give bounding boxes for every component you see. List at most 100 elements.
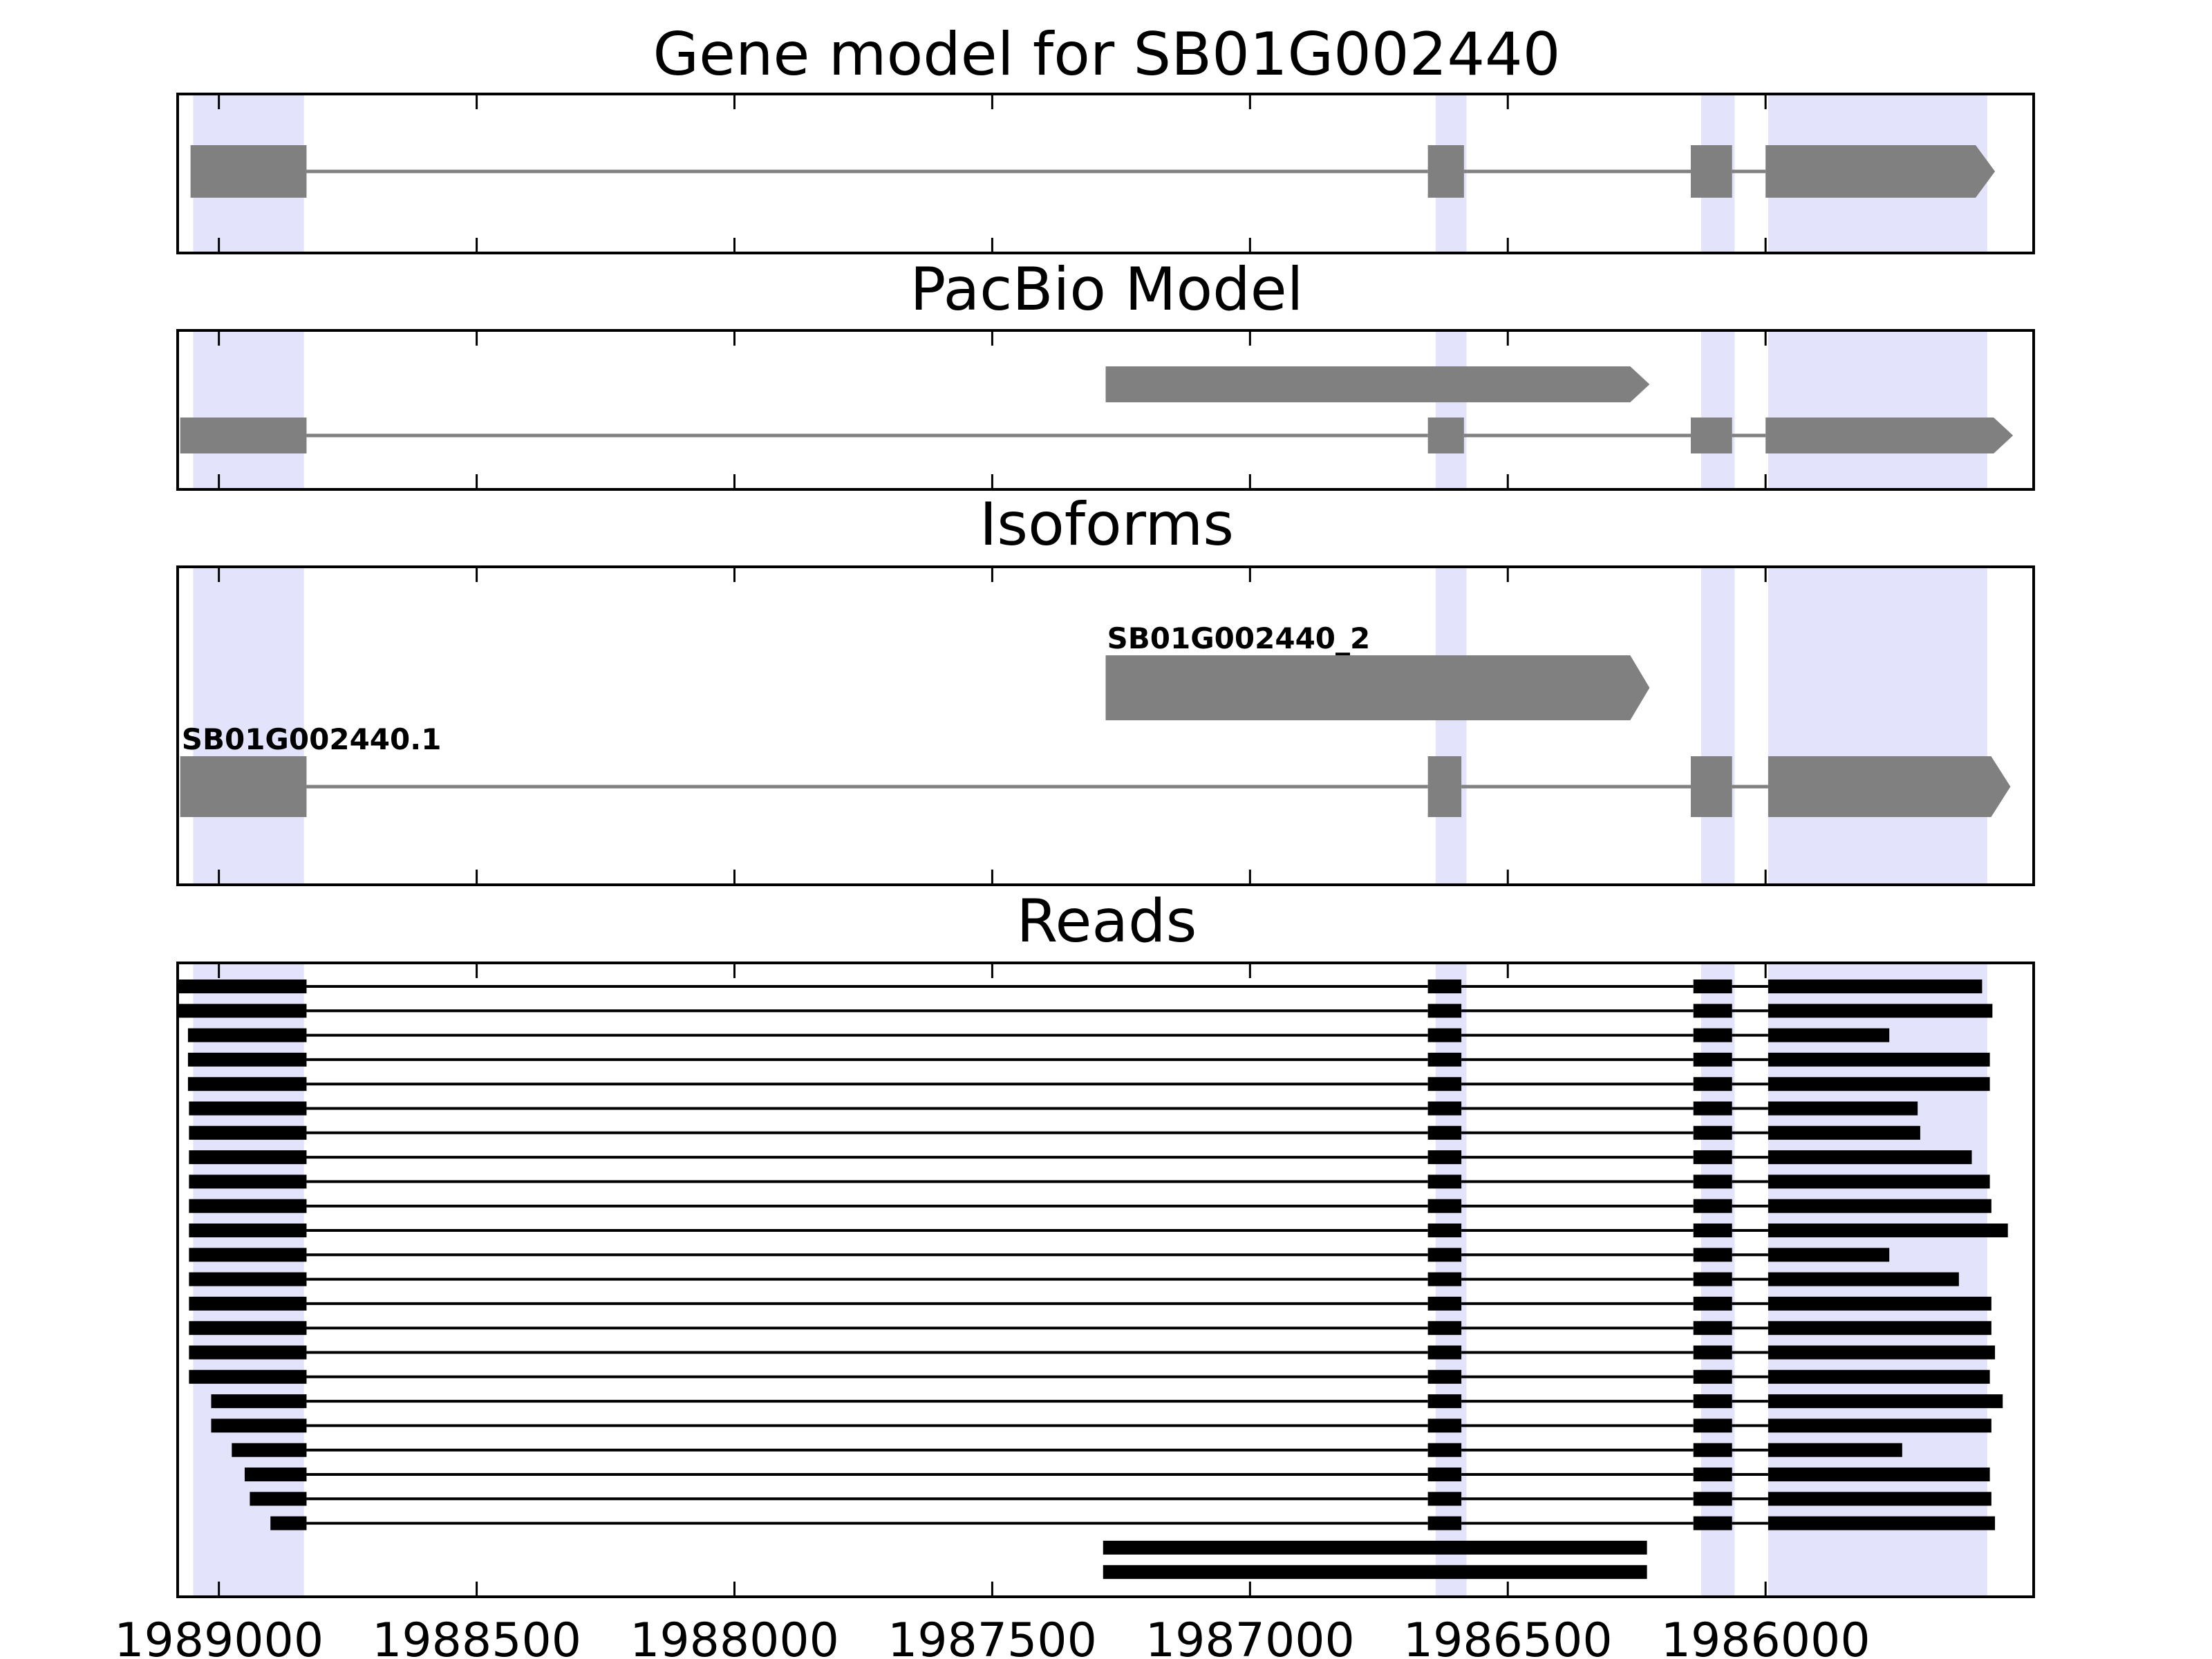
read-exon <box>1693 1296 1732 1311</box>
read-exon <box>189 1345 307 1360</box>
exon-block <box>1105 655 1650 720</box>
read-exon <box>1768 1248 1890 1262</box>
read-exon <box>189 1369 307 1384</box>
read-exon <box>1427 980 1462 993</box>
panel-title-isoforms: Isoforms <box>980 490 1234 559</box>
read-exon <box>1427 1224 1462 1237</box>
read-exon <box>1103 1540 1647 1555</box>
read-exon <box>1768 1028 1890 1042</box>
read-exon <box>187 1028 307 1042</box>
read-exon <box>1768 1125 1920 1140</box>
exon-block <box>1427 418 1464 453</box>
read-exon <box>187 1052 307 1067</box>
read-exon <box>1693 1248 1732 1262</box>
read-exon <box>1768 980 1983 993</box>
exon-block <box>1691 145 1732 198</box>
exon-highlight-band <box>1435 567 1467 885</box>
track-layer <box>180 366 2014 453</box>
read-exon <box>1693 1224 1732 1237</box>
read-exon <box>1693 1492 1732 1506</box>
read-exon <box>189 1150 307 1165</box>
read-exon <box>1427 1052 1462 1067</box>
exon-highlight-band <box>1435 330 1467 489</box>
exon-block <box>1427 145 1464 198</box>
exon-block <box>180 418 307 453</box>
read-exon <box>187 1077 307 1091</box>
read-exon <box>1103 1565 1647 1580</box>
read-exon <box>1427 1199 1462 1213</box>
x-axis-tick-labels: 1989000 1988500 1988000 1987500 1987000 19865… <box>114 1613 1870 1659</box>
read-exon <box>1693 1199 1732 1213</box>
read-exon <box>1768 1321 1991 1335</box>
read-exon <box>1427 1272 1462 1286</box>
exon-block <box>1691 756 1732 817</box>
read-exon <box>1693 1443 1732 1457</box>
panel-gene-model: Gene model for SB01G002440 <box>176 20 2035 254</box>
read-exon <box>1427 1369 1462 1384</box>
read-exon <box>211 1394 307 1409</box>
highlight-layer <box>193 567 1987 885</box>
exon-block <box>1691 418 1732 453</box>
read-exon <box>1768 1296 1991 1311</box>
read-exon <box>189 1248 307 1262</box>
read-exon <box>1693 1345 1732 1360</box>
isoform-label: SB01G002440_2 <box>1107 621 1371 655</box>
exon-block <box>1105 366 1650 402</box>
panel-frame <box>176 565 2035 886</box>
read-exon <box>189 1199 307 1213</box>
track-layer: SB01G002440_2 SB01G002440.1 <box>180 621 2011 817</box>
read-exon <box>1768 1394 2003 1409</box>
panel-title-gene-model: Gene model for SB01G002440 <box>653 20 1561 89</box>
read-exon <box>1768 1077 1990 1091</box>
read-exon <box>1693 1418 1732 1433</box>
exon-highlight-band <box>193 330 304 489</box>
read-exon <box>1427 1248 1462 1262</box>
exon-block <box>1427 756 1462 817</box>
tick-marks <box>218 963 1767 1597</box>
read-exon <box>1768 1345 1996 1360</box>
read-exon <box>1693 1321 1732 1335</box>
read-exon <box>1427 1101 1462 1116</box>
track-layer <box>190 145 1996 198</box>
panel-isoforms: Isoforms SB01G002440_2 SB01G002440.1 <box>176 490 2035 886</box>
read-exon <box>1768 1224 2008 1237</box>
read-exon <box>244 1468 307 1481</box>
read-exon <box>1768 1199 1991 1213</box>
exon-highlight-band <box>1700 567 1735 885</box>
panel-title-reads: Reads <box>1017 887 1197 956</box>
read-exon <box>189 1101 307 1116</box>
read-exon <box>1427 1394 1462 1409</box>
exon-block <box>180 756 307 817</box>
panel-frame <box>176 93 2035 254</box>
read-exon <box>1693 1028 1732 1042</box>
read-exon <box>178 1004 307 1018</box>
read-exon <box>1427 1321 1462 1335</box>
reads-layer <box>178 980 2008 1580</box>
read-exon <box>189 1174 307 1189</box>
read-exon <box>1693 980 1732 993</box>
read-exon <box>1427 1418 1462 1433</box>
read-exon <box>1693 1052 1732 1067</box>
exon-highlight-band <box>193 567 304 885</box>
highlight-layer <box>193 330 1987 489</box>
panel-reads: Reads <box>176 887 2035 1598</box>
read-exon <box>1427 1516 1462 1530</box>
read-exon <box>1693 1394 1732 1409</box>
read-exon <box>1427 1443 1462 1457</box>
read-exon <box>1768 1272 1959 1286</box>
read-exon <box>1768 1052 1990 1067</box>
read-exon <box>1693 1125 1732 1140</box>
read-exon <box>211 1418 307 1433</box>
read-exon <box>1693 1101 1732 1116</box>
read-exon <box>1768 1468 1990 1481</box>
exon-highlight-band <box>1700 330 1735 489</box>
read-exon <box>189 1321 307 1335</box>
read-exon <box>1693 1468 1732 1481</box>
read-exon <box>1427 1028 1462 1042</box>
read-exon <box>1427 1345 1462 1360</box>
exon-block <box>1765 145 1996 198</box>
panel-title-pacbio-model: PacBio Model <box>910 255 1303 324</box>
read-exon <box>1427 1492 1462 1506</box>
tick-marks <box>218 330 1767 489</box>
exon-block <box>190 145 307 198</box>
